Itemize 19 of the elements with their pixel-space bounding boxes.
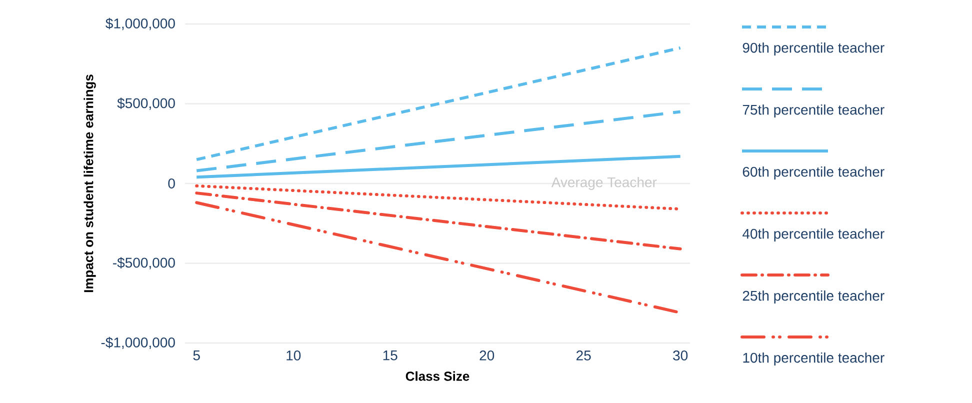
y-axis-title: Impact on student lifetime earnings [84, 74, 96, 292]
y-tick-label: 0 [168, 178, 175, 188]
text: 40th percentile teacher [742, 228, 884, 242]
text: 25th percentile teacher [742, 290, 884, 304]
x-tick-label: 15 [383, 350, 398, 360]
text: 60th percentile teacher [742, 166, 884, 180]
x-tick-label: 5 [193, 350, 200, 360]
text: 90th percentile teacher [742, 42, 884, 56]
y-tick-label: -$1,000,000 [101, 336, 175, 350]
x-tick-label: 25 [576, 350, 591, 360]
x-tick-label: 10 [286, 350, 301, 360]
x-axis-title: Class Size [406, 371, 470, 381]
y-tick-label: $1,000,000 [106, 18, 175, 30]
text: 10th percentile teacher [743, 352, 884, 366]
y-tick-label: $500,000 [117, 98, 175, 110]
x-tick-label: 30 [673, 350, 688, 360]
x-tick-label: 20 [480, 350, 494, 360]
y-tick-label: -$500,000 [113, 257, 175, 270]
text: 75th percentile teacher [742, 104, 884, 118]
